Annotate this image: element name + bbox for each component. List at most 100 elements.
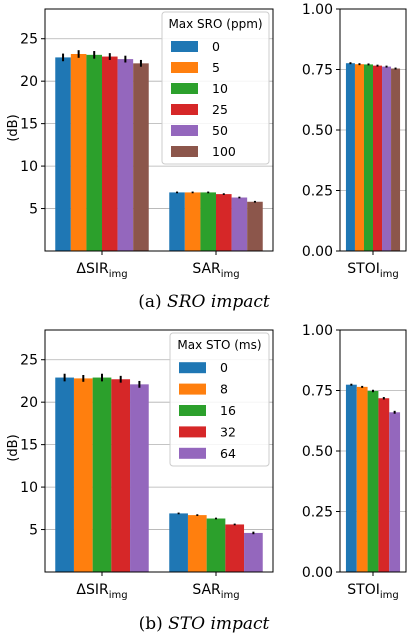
- p1-c1-bar-STOI_img-32: [378, 398, 390, 572]
- p0-c0-xtick-label-1: SARimg: [192, 261, 239, 280]
- p0-c0-legend-label-50: 50: [212, 123, 228, 138]
- p0-c0-bar-SAR_img-10: [200, 192, 216, 251]
- p0-c1-bar-STOI_img-50: [382, 66, 392, 251]
- p0-c0-bar-SAR_img-5: [184, 192, 201, 251]
- p0-c1-xtick-label-main-0: STOI: [347, 261, 380, 277]
- p1-c0-legend-swatch-16: [179, 405, 206, 416]
- p0-c0-ytick-label-4: 25: [20, 32, 38, 48]
- panel-b-caption-prefix: (b): [139, 614, 169, 634]
- p1-c0-legend-label-32: 32: [220, 424, 236, 439]
- p0-c0-bar-ΔSIR_img-5: [70, 54, 87, 251]
- p1-c0-bar-ΔSIR_img-32: [111, 379, 131, 572]
- p0-c0-xtick-label-0: ΔSIRimg: [76, 261, 127, 280]
- panel-a-stoi-chart: 0.00 0.25 0.50 0.75 1.00 STOIimg: [302, 2, 407, 280]
- p1-c0-ytick-label-1: 10: [20, 480, 38, 496]
- p0-c1-ytick-label-1: 0.25: [302, 184, 333, 200]
- p1-c1-bar-STOI_img-8: [356, 386, 368, 572]
- p1-c0-axes-frame: [44, 329, 274, 573]
- p1-c0-legend-label-16: 16: [220, 403, 236, 418]
- p0-c1-ytick-label-0: 0.00: [302, 244, 333, 260]
- p1-c0-ytick-label-0: 5: [29, 523, 38, 539]
- p0-c0-bar-ΔSIR_img-50: [117, 59, 134, 252]
- p0-c1-ytick-label-3: 0.75: [302, 63, 333, 79]
- panel-b-caption-text: STO impact: [168, 614, 269, 634]
- p0-c0-legend-swatch-50: [171, 125, 198, 136]
- p1-c0-bar-SAR_img-8: [187, 515, 207, 572]
- p0-c0-bar-ΔSIR_img-10: [86, 54, 102, 251]
- p0-c0-bar-SAR_img-0: [169, 192, 185, 251]
- panel-b-ylabel: (dB): [6, 434, 21, 461]
- p0-c0-xtick-label-sub-1: img: [221, 269, 240, 280]
- panel-a-caption: (a) SRO impact: [138, 292, 270, 312]
- p0-c1-bar-STOI_img-0: [345, 63, 355, 251]
- p1-c0-legend-label-64: 64: [220, 446, 236, 461]
- p1-c0-bar-SAR_img-16: [206, 518, 226, 572]
- p0-c0-legend-swatch-0: [171, 41, 198, 52]
- p0-c0-axes-frame: [44, 8, 274, 252]
- p1-c0-legend-swatch-64: [179, 447, 206, 459]
- p1-c0-ytick-label-4: 25: [20, 353, 38, 369]
- p1-c0-xtick-label-main-1: SAR: [192, 582, 221, 598]
- p0-c0-xtick-label-sub-0: img: [109, 269, 128, 280]
- panel-a-caption-prefix: (a): [138, 292, 167, 312]
- p1-c0-legend-swatch-32: [179, 426, 206, 438]
- p0-c1-ytick-label-2: 0.50: [302, 123, 333, 139]
- p1-c1-xtick-label-0: STOIimg: [347, 582, 398, 601]
- p1-c0-xtick-label-sub-1: img: [221, 590, 240, 601]
- p1-c1-bar-STOI_img-64: [389, 412, 401, 572]
- p1-c0-ytick-label-2: 15: [20, 438, 38, 454]
- p1-c0-bar-ΔSIR_img-64: [130, 384, 149, 572]
- p0-c0-ytick-label-2: 15: [20, 117, 38, 133]
- p1-c1-ytick-label-4: 1.00: [302, 323, 333, 339]
- p1-c1-ytick-label-3: 0.75: [302, 384, 333, 400]
- p0-c0-bar-SAR_img-100: [247, 201, 263, 251]
- p1-c1-ytick-label-0: 0.00: [302, 565, 333, 581]
- p1-c0-bar-SAR_img-0: [169, 513, 188, 572]
- p0-c0-bar-ΔSIR_img-25: [102, 56, 118, 252]
- p1-c0-legend-swatch-8: [179, 383, 206, 395]
- p1-c1-ytick-label-1: 0.25: [302, 505, 333, 521]
- p1-c1-bar-STOI_img-0: [345, 384, 357, 572]
- p0-c0-legend-swatch-25: [171, 104, 198, 115]
- p0-c0-ytick-label-1: 10: [20, 159, 38, 175]
- p1-c0-legend-title: Max STO (ms): [177, 338, 261, 352]
- p1-c1-ytick-label-2: 0.50: [302, 444, 333, 460]
- p1-c0-bar-SAR_img-64: [244, 532, 263, 572]
- p0-c1-bar-STOI_img-10: [363, 64, 373, 251]
- p1-c1-bar-STOI_img-16: [367, 390, 379, 572]
- p0-c1-bar-STOI_img-25: [373, 65, 383, 252]
- p0-c1-bar-STOI_img-100: [391, 68, 401, 251]
- p0-c0-bar-ΔSIR_img-0: [55, 57, 71, 252]
- p1-c0-xtick-label-sub-0: img: [109, 590, 128, 601]
- panel-a-caption-text: SRO impact: [167, 292, 270, 312]
- p1-c0-legend-label-8: 8: [220, 382, 228, 397]
- p1-c0-bar-ΔSIR_img-8: [73, 378, 93, 572]
- p1-c0-xtick-label-0: ΔSIRimg: [76, 582, 127, 601]
- p0-c0-bar-SAR_img-50: [231, 197, 248, 251]
- p0-c0-bar-SAR_img-25: [216, 194, 232, 251]
- panel-b-caption: (b) STO impact: [139, 614, 270, 634]
- p1-c0-xtick-label-main-0: ΔSIR: [76, 582, 109, 598]
- p1-c0-legend-swatch-0: [179, 362, 206, 374]
- p1-c0-legend-label-0: 0: [220, 360, 228, 375]
- p0-c0-legend-title: Max SRO (ppm): [168, 17, 262, 31]
- p0-c0-ytick-label-3: 20: [20, 74, 38, 90]
- p0-c0-legend-swatch-5: [171, 62, 198, 73]
- p1-c0-ytick-label-3: 20: [20, 395, 38, 411]
- p0-c0-legend-swatch-10: [171, 83, 198, 94]
- p1-c0-bar-ΔSIR_img-0: [55, 377, 74, 572]
- p0-c0-ytick-label-0: 5: [29, 202, 38, 218]
- p0-c1-bar-STOI_img-5: [354, 64, 364, 252]
- p0-c1-xtick-label-0: STOIimg: [347, 261, 398, 280]
- p0-c0-legend-label-5: 5: [212, 60, 220, 75]
- p0-c0-legend-label-25: 25: [212, 102, 228, 117]
- p1-c1-xtick-label-sub-0: img: [380, 590, 399, 601]
- p1-c0-bar-ΔSIR_img-16: [92, 377, 112, 572]
- p0-c1-ytick-label-4: 1.00: [302, 2, 333, 18]
- p0-c0-xtick-label-main-1: SAR: [192, 261, 221, 277]
